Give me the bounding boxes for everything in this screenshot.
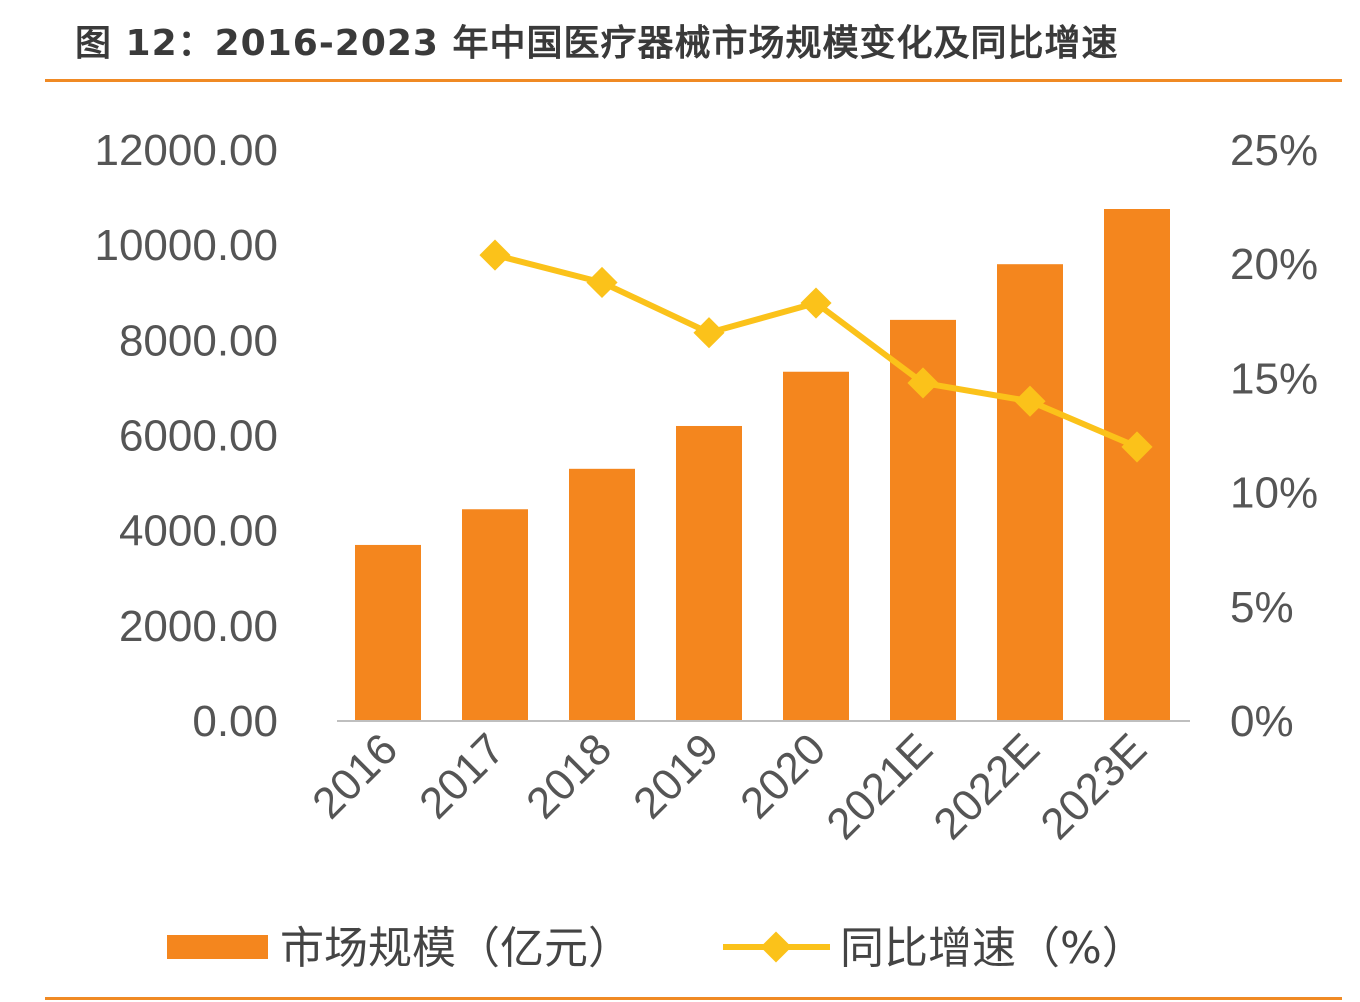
legend-bar-label: 市场规模（亿元）: [280, 923, 632, 974]
bar: [355, 544, 421, 721]
bar: [783, 371, 849, 721]
right-tick-label: 5%: [1230, 583, 1294, 632]
bar: [569, 468, 635, 721]
line-marker: [1014, 385, 1046, 417]
x-tick-label: 2017: [410, 724, 514, 828]
right-tick-label: 10%: [1230, 469, 1318, 518]
left-tick-label: 4000.00: [119, 507, 278, 556]
right-tick-label: 0%: [1230, 697, 1294, 746]
x-tick-label: 2018: [517, 724, 621, 828]
x-tick-label: 2023E: [1031, 724, 1156, 849]
bar: [462, 509, 528, 721]
x-tick-label: 2022E: [924, 724, 1049, 849]
left-tick-label: 10000.00: [94, 221, 278, 270]
bar: [1104, 209, 1170, 721]
legend-line-marker: [760, 931, 792, 963]
x-tick-label: 2021E: [817, 724, 942, 849]
title-divider: [45, 79, 1342, 82]
left-tick-label: 2000.00: [119, 602, 278, 651]
bottom-divider: [45, 997, 1342, 1000]
right-tick-label: 20%: [1230, 240, 1318, 289]
bar: [997, 264, 1063, 721]
left-tick-label: 0.00: [192, 697, 278, 746]
line-marker: [693, 317, 725, 349]
right-tick-label: 15%: [1230, 354, 1318, 403]
x-tick-label: 2016: [303, 724, 407, 828]
bar: [676, 425, 742, 721]
line-marker: [800, 287, 832, 319]
legend-line-label: 同比增速（%）: [840, 923, 1146, 974]
line-marker: [1121, 431, 1153, 463]
right-tick-label: 25%: [1230, 126, 1318, 175]
line-marker: [907, 367, 939, 399]
line-marker: [586, 266, 618, 299]
chart-title: 图 12：2016-2023 年中国医疗器械市场规模变化及同比增速: [75, 23, 1119, 64]
legend-bar-swatch: [167, 935, 268, 959]
x-tick-label: 2019: [624, 724, 728, 828]
left-tick-label: 12000.00: [94, 126, 278, 175]
left-tick-label: 8000.00: [119, 316, 278, 365]
line-marker: [479, 239, 511, 271]
left-tick-label: 6000.00: [119, 412, 278, 461]
